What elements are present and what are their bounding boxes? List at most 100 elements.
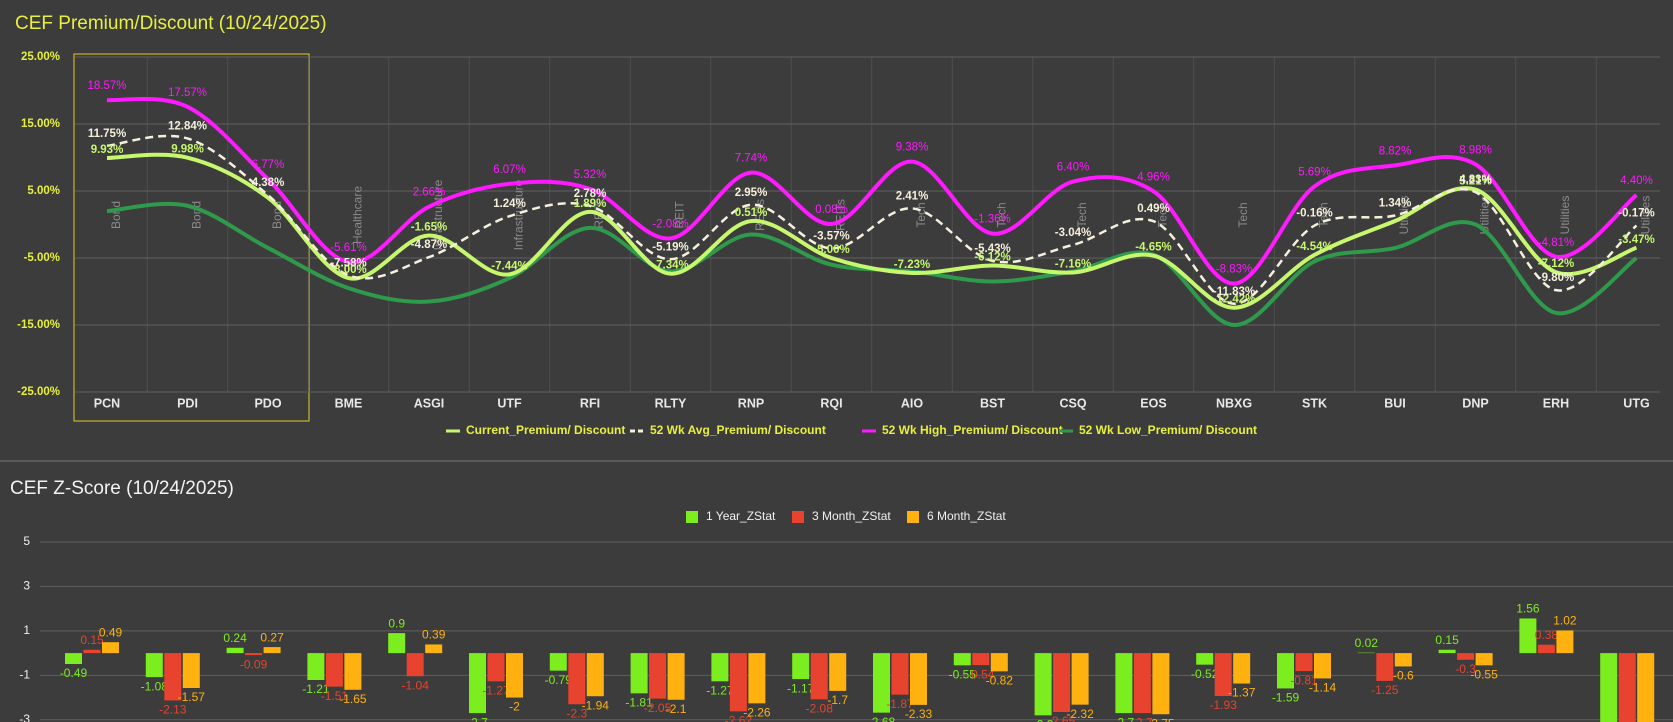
data-label: -5.19% <box>652 241 688 253</box>
data-label: 1.89% <box>574 198 607 210</box>
sector-label: Infrastructure <box>512 179 526 250</box>
data-label: 0.08% <box>815 204 848 216</box>
data-label: -4.81% <box>1538 237 1574 249</box>
bar <box>829 653 847 691</box>
bar <box>586 653 604 697</box>
data-label: -7.23% <box>894 259 930 271</box>
data-label: -1.65 <box>339 692 367 706</box>
data-label: -0.55 <box>1470 668 1498 682</box>
legend-label: Current_Premium/ Discount <box>466 423 625 437</box>
data-label: -2.7 <box>467 715 488 722</box>
bar <box>792 653 810 680</box>
bar <box>245 653 263 656</box>
y-tick-label: -5.00% <box>24 252 60 264</box>
data-label: -1.27 <box>482 684 510 698</box>
x-tick-label: ASGI <box>414 396 445 410</box>
bar <box>649 653 667 699</box>
y-tick-label: -3 <box>19 712 30 722</box>
bar <box>388 633 406 654</box>
data-label: 6.07% <box>493 164 526 176</box>
legend-swatch <box>907 511 919 523</box>
data-label: -3.47% <box>1618 234 1654 246</box>
y-tick-label: -25.00% <box>17 386 60 398</box>
bar <box>1618 653 1636 722</box>
data-label: 4.96% <box>1137 171 1170 183</box>
sector-label: Infrastructure <box>431 179 445 250</box>
data-label: -2.33 <box>905 707 933 721</box>
data-label: -1.21 <box>302 682 330 696</box>
y-tick-label: -15.00% <box>17 319 60 331</box>
data-label: -2.62 <box>725 714 753 722</box>
data-label: -2.7 <box>1132 715 1153 722</box>
bar <box>263 647 281 654</box>
data-label: -2.75 <box>1147 716 1175 722</box>
sector-label: Tech <box>1156 202 1170 227</box>
data-label: 1.02 <box>1553 614 1577 628</box>
x-tick-label: EOS <box>1140 396 1166 410</box>
sector-label: Tech <box>1236 202 1250 227</box>
y-tick-label: 1 <box>23 623 30 637</box>
data-label: -2.7 <box>1114 715 1135 722</box>
data-label: -1.93 <box>1210 698 1238 712</box>
bar <box>307 653 325 680</box>
bar <box>1214 653 1232 696</box>
data-label: -8.83% <box>1216 264 1252 276</box>
data-label: 0.49% <box>1137 203 1170 215</box>
data-label: -2.1 <box>666 702 687 716</box>
data-label: -3.04% <box>1055 227 1091 239</box>
bar <box>711 653 729 682</box>
data-label: 12.84% <box>168 121 207 133</box>
y-tick-label: 25.00% <box>21 51 60 63</box>
data-label: -0.81 <box>1290 673 1318 687</box>
data-label: -7.16% <box>1055 259 1091 271</box>
data-label: -12.42% <box>1213 294 1256 306</box>
data-label: -1.94 <box>582 698 610 712</box>
data-label: 11.75% <box>88 128 126 140</box>
data-label: 0.15 <box>1435 633 1459 647</box>
data-label: 9.38% <box>896 142 929 154</box>
data-label: 18.57% <box>87 80 126 92</box>
data-label: 4.83% <box>1459 174 1492 186</box>
data-label: 5.21% <box>1459 176 1492 188</box>
bar <box>568 653 586 705</box>
x-tick-label: BUI <box>1384 396 1406 410</box>
data-label: -0.54 <box>967 667 995 681</box>
bar <box>953 653 971 666</box>
bar <box>1519 618 1537 654</box>
data-label: -1.59 <box>1272 691 1300 705</box>
data-label: 4.38% <box>252 177 285 189</box>
bar <box>873 653 890 713</box>
data-label: -0.3 <box>1455 662 1476 676</box>
data-label: 8.98% <box>1459 144 1492 156</box>
x-tick-label: PDI <box>177 396 198 410</box>
bar <box>1600 653 1618 722</box>
bar <box>729 653 747 712</box>
x-tick-label: NBXG <box>1216 396 1252 410</box>
data-label: -5.43% <box>974 243 1010 255</box>
data-label: 5.69% <box>1298 166 1331 178</box>
data-label: 0.51% <box>735 207 768 219</box>
bar <box>748 653 766 704</box>
x-tick-label: RNP <box>738 396 764 410</box>
x-tick-label: STK <box>1302 396 1327 410</box>
bar <box>549 653 567 671</box>
data-label: -7.44% <box>491 260 527 272</box>
data-label: 9.93% <box>91 144 124 156</box>
legend-label: 1 Year_ZStat <box>706 509 776 523</box>
bar <box>1457 653 1475 660</box>
bar <box>1537 644 1555 654</box>
bar <box>325 653 343 687</box>
x-tick-label: BME <box>335 396 363 410</box>
data-label: -0.49 <box>60 666 88 680</box>
data-label: -0.55 <box>949 668 977 682</box>
bar <box>990 653 1008 672</box>
data-label: 0.39 <box>422 628 446 642</box>
bar <box>425 644 443 654</box>
data-label: -0.52 <box>1191 667 1219 681</box>
data-label: -1.51 <box>321 689 349 703</box>
bar <box>1394 653 1412 667</box>
series-line <box>106 134 1638 306</box>
legend-label: 52 Wk Low_Premium/ Discount <box>1079 423 1257 437</box>
bar <box>102 642 119 654</box>
